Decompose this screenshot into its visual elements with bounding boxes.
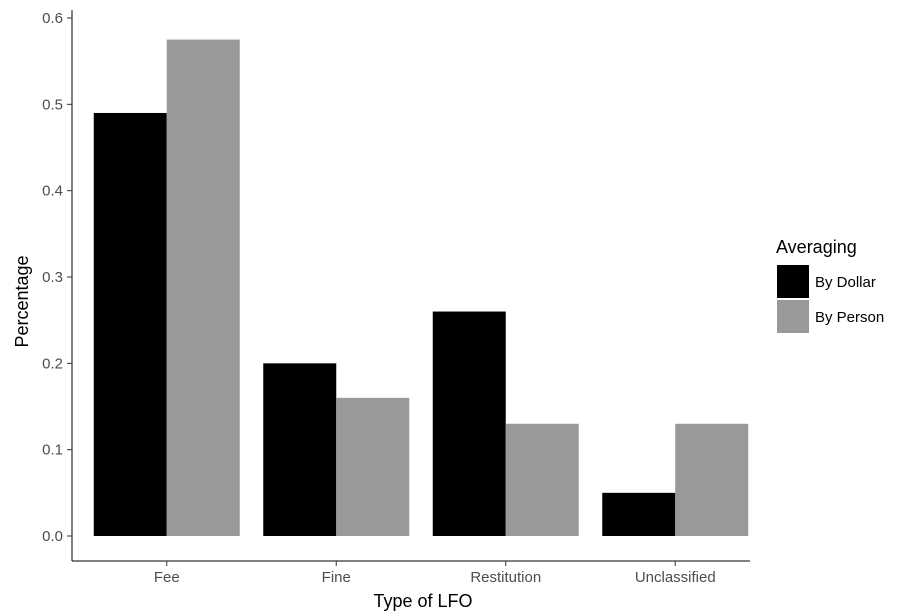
legend-title: Averaging: [776, 237, 857, 257]
bars-group: [93, 39, 749, 536]
bar-by-dollar: [93, 112, 167, 536]
bar-by-person: [505, 423, 579, 536]
y-axis-title: Percentage: [12, 255, 32, 347]
x-tick-label: Fee: [154, 569, 180, 586]
x-tick-label: Unclassified: [635, 569, 716, 586]
legend-key-by-dollar: [777, 265, 809, 298]
bar-by-dollar: [432, 311, 506, 536]
y-tick-label: 0.6: [42, 10, 63, 27]
y-tick-label: 0.4: [42, 183, 63, 200]
x-axis-ticks: Fee Fine Restitution Unclassified: [154, 561, 716, 586]
y-tick-label: 0.0: [42, 528, 63, 545]
bar-by-dollar: [263, 363, 337, 536]
legend-label: By Person: [815, 309, 884, 326]
y-tick-label: 0.3: [42, 269, 63, 286]
bar-by-dollar: [602, 492, 676, 536]
bar-by-person: [166, 39, 240, 536]
x-tick-label: Restitution: [470, 569, 541, 586]
y-tick-label: 0.2: [42, 355, 63, 372]
y-tick-label: 0.5: [42, 96, 63, 113]
x-axis-title: Type of LFO: [373, 591, 472, 611]
bar-by-person: [675, 423, 749, 536]
legend: Averaging By Dollar By Person: [776, 237, 884, 333]
bar-by-person: [336, 397, 410, 536]
legend-label: By Dollar: [815, 274, 876, 291]
y-tick-label: 0.1: [42, 442, 63, 459]
x-tick-label: Fine: [322, 569, 351, 586]
y-axis-ticks: 0.0 0.1 0.2 0.3 0.4 0.5 0.6: [42, 10, 72, 545]
legend-key-by-person: [777, 300, 809, 333]
